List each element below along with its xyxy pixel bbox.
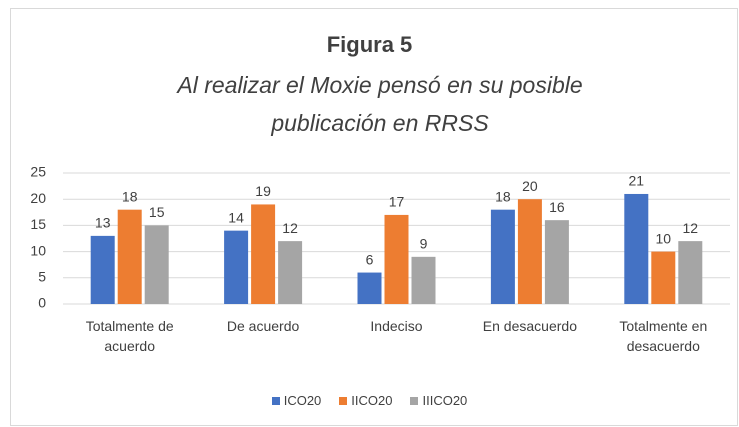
legend-swatch	[410, 396, 419, 405]
bar	[117, 209, 142, 304]
bar	[411, 256, 436, 304]
x-tick-label: En desacuerdo	[482, 318, 577, 334]
data-label: 18	[122, 188, 138, 204]
data-label: 14	[228, 209, 244, 225]
y-tick-label: 25	[30, 164, 46, 180]
y-tick-label: 15	[30, 216, 46, 232]
bar	[144, 225, 169, 304]
bar	[517, 199, 542, 304]
y-tick-label: 10	[30, 242, 46, 258]
legend-label: IICO20	[351, 393, 393, 408]
legend: ICO20 IICO20 IIICO20	[0, 393, 739, 408]
data-label: 18	[495, 188, 511, 204]
bar	[678, 241, 703, 304]
bar	[90, 235, 115, 304]
bar	[357, 272, 382, 304]
chart-frame	[10, 8, 738, 426]
legend-swatch	[339, 396, 348, 405]
bar	[624, 193, 649, 304]
data-label: 10	[656, 230, 672, 246]
legend-item: IICO20	[339, 393, 392, 408]
legend-item: IIICO20	[410, 393, 467, 408]
bar	[384, 214, 409, 304]
data-label: 12	[683, 220, 699, 236]
x-tick-label: De acuerdo	[226, 318, 300, 334]
data-label: 19	[255, 183, 271, 199]
y-tick-label: 0	[38, 295, 46, 311]
chart-title: Figura 5	[326, 32, 413, 57]
x-tick-label: Totalmente en desacuerdo	[619, 318, 708, 354]
data-label: 17	[389, 194, 405, 210]
data-label: 12	[282, 220, 298, 236]
bar	[651, 251, 676, 304]
legend-label: ICO20	[283, 393, 322, 408]
legend-swatch	[271, 396, 280, 405]
chart-subtitle: Al realizar el Moxie pensó en su posible…	[177, 72, 583, 136]
y-tick-label: 20	[30, 190, 46, 206]
data-label: 13	[95, 215, 111, 231]
bar	[278, 241, 303, 304]
bar	[251, 204, 276, 304]
bar	[544, 220, 569, 304]
y-tick-label: 5	[38, 269, 46, 285]
bar	[490, 209, 515, 304]
data-label: 9	[420, 236, 428, 252]
data-label: 16	[549, 199, 565, 215]
data-label: 20	[522, 178, 538, 194]
x-tick-label: Indeciso	[370, 318, 423, 334]
legend-item: ICO20	[271, 393, 322, 408]
data-label: 15	[149, 204, 165, 220]
bar	[224, 230, 249, 304]
legend-label: IIICO20	[422, 393, 468, 408]
data-label: 6	[366, 251, 374, 267]
data-label: 21	[629, 173, 645, 189]
x-tick-label: Totalmente de acuerdo	[85, 318, 174, 354]
